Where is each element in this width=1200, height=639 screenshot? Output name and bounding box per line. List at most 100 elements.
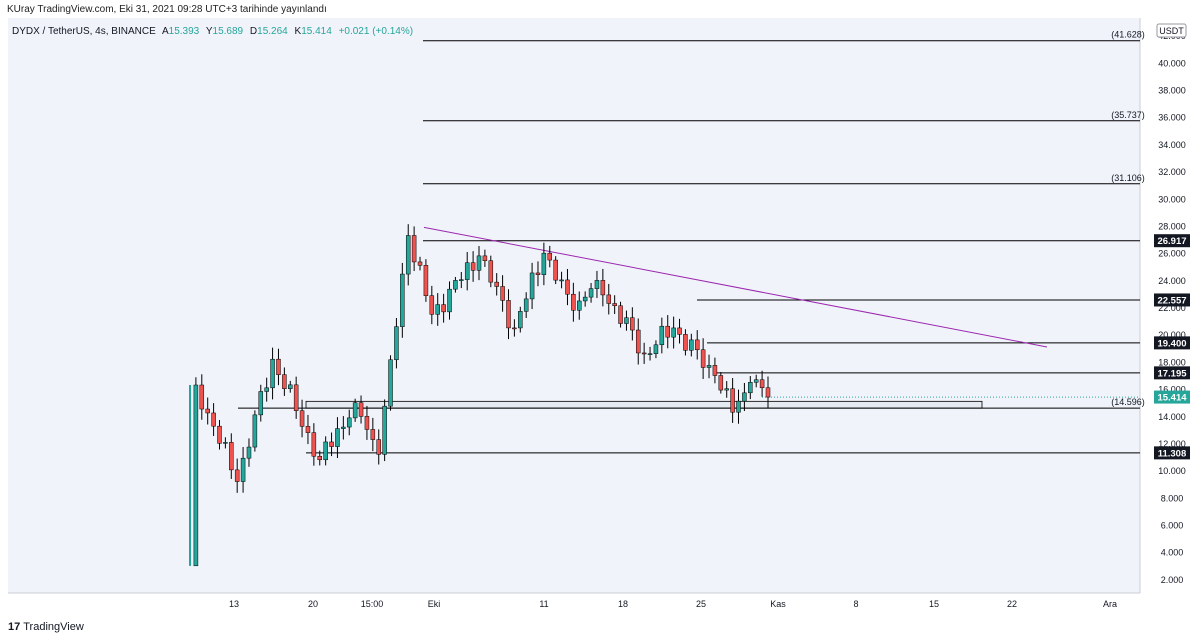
currency-label: USDT — [1159, 26, 1184, 36]
candle-body — [211, 412, 216, 427]
x-tick-label: 25 — [696, 599, 706, 609]
candle-body — [423, 265, 429, 296]
candle-body — [647, 353, 653, 355]
high-value: 15.689 — [213, 26, 244, 37]
candle-body — [453, 280, 458, 290]
candle-body — [400, 273, 405, 327]
x-tick-label: 11 — [539, 599, 548, 609]
candle-body — [470, 262, 476, 271]
candle-body — [559, 279, 564, 282]
candle-body — [376, 439, 381, 455]
level-badge — [1154, 336, 1190, 350]
footer-bar: 17 TradingView — [0, 615, 1200, 639]
candle-body — [753, 379, 759, 383]
candle-body — [270, 358, 275, 389]
support-zone — [305, 400, 983, 409]
low-value: 15.264 — [257, 26, 288, 37]
y-tick-label: 30.000 — [1158, 194, 1186, 204]
candle-body — [748, 382, 753, 394]
candle-body — [689, 339, 694, 351]
candle-body — [582, 296, 588, 302]
candle-body — [677, 327, 682, 335]
candle-body — [742, 392, 747, 402]
y-tick-label: 38.000 — [1158, 86, 1186, 96]
y-tick-label: 36.000 — [1158, 113, 1186, 123]
candle-body — [482, 255, 488, 261]
close-value: 15.414 — [301, 26, 332, 37]
candle-body — [665, 325, 670, 338]
candle-body — [712, 365, 718, 376]
candle-body — [429, 295, 435, 315]
y-tick-label: 16.000 — [1158, 385, 1186, 395]
candle-body — [205, 408, 210, 414]
candle-body — [223, 442, 228, 444]
candle-body — [494, 281, 499, 287]
candle-body — [335, 428, 340, 447]
y-tick-label: 4.000 — [1161, 548, 1184, 558]
candle-body — [553, 259, 558, 281]
change-value: +0.021 (+0.14%) — [339, 26, 414, 37]
y-tick-label: 2.000 — [1161, 575, 1184, 585]
open-label: A — [162, 26, 169, 37]
candle-body — [252, 414, 258, 448]
candle-body — [217, 425, 222, 444]
symbol-legend: DYDX / TetherUS, 4s, BINANCE A15.393 Y15… — [12, 26, 413, 37]
candle-body — [500, 286, 505, 301]
candle-body — [630, 317, 635, 331]
candle-body — [718, 375, 724, 391]
price-axis-pane[interactable] — [1140, 18, 1200, 615]
candle-body — [512, 327, 517, 330]
candle-body — [276, 358, 281, 375]
candle-body — [394, 326, 399, 361]
high-label: Y — [206, 26, 213, 37]
candle-body — [730, 388, 735, 413]
candle-body — [724, 388, 729, 391]
candle-body — [346, 417, 352, 428]
candle-body — [736, 400, 741, 413]
close-label: K — [295, 26, 302, 37]
publisher-text: KUray TradingView.com, Eki 31, 2021 09:2… — [7, 4, 327, 15]
candle-body — [264, 387, 269, 392]
time-axis-pane[interactable] — [8, 593, 1140, 615]
y-tick-label: 8.000 — [1161, 493, 1184, 503]
candle-body — [535, 272, 541, 275]
candle-body — [199, 384, 205, 410]
currency-box[interactable] — [1156, 23, 1187, 38]
candle-body — [435, 304, 440, 315]
y-tick-label: 20.000 — [1158, 330, 1186, 340]
y-tick-label: 34.000 — [1158, 140, 1186, 150]
candle-body — [441, 304, 446, 313]
candle-body — [234, 469, 240, 482]
x-tick-label: 13 — [229, 599, 239, 609]
candle-body — [624, 317, 629, 324]
level-badge — [1154, 234, 1190, 248]
candle-body — [671, 327, 676, 338]
candle-body — [600, 280, 606, 296]
candle-body — [700, 349, 706, 368]
candle-body — [459, 279, 464, 281]
candle-body — [447, 288, 452, 313]
level-badge — [1154, 366, 1190, 380]
candle-body — [282, 374, 287, 389]
candle-body — [529, 272, 535, 300]
candle-body — [382, 405, 387, 455]
y-tick-label: 32.000 — [1158, 167, 1186, 177]
price-chart[interactable]: (41.628) (35.737) (31.106) (14.596) 2.000 4.… — [0, 18, 1200, 615]
candle-body — [518, 311, 523, 329]
tradingview-brand[interactable]: 17 TradingView — [8, 621, 84, 633]
candle-body — [683, 334, 688, 351]
candle-body — [594, 280, 600, 289]
level-badge-label: 11.308 — [1158, 448, 1187, 459]
level-badge-label: 22.557 — [1157, 295, 1186, 306]
x-tick-label: 8 — [853, 599, 858, 609]
y-tick-label: 14.000 — [1158, 412, 1186, 422]
y-tick-label: 26.000 — [1158, 249, 1186, 259]
y-tick-label: 28.000 — [1158, 221, 1186, 231]
y-tick-label: 24.000 — [1158, 276, 1186, 286]
candle-body — [405, 235, 411, 275]
candle-body — [370, 429, 376, 440]
candle-body — [317, 455, 323, 461]
candle-body — [417, 261, 423, 266]
candle-body — [523, 298, 529, 312]
symbol-name: DYDX / TetherUS, 4s, BINANCE — [12, 26, 156, 37]
